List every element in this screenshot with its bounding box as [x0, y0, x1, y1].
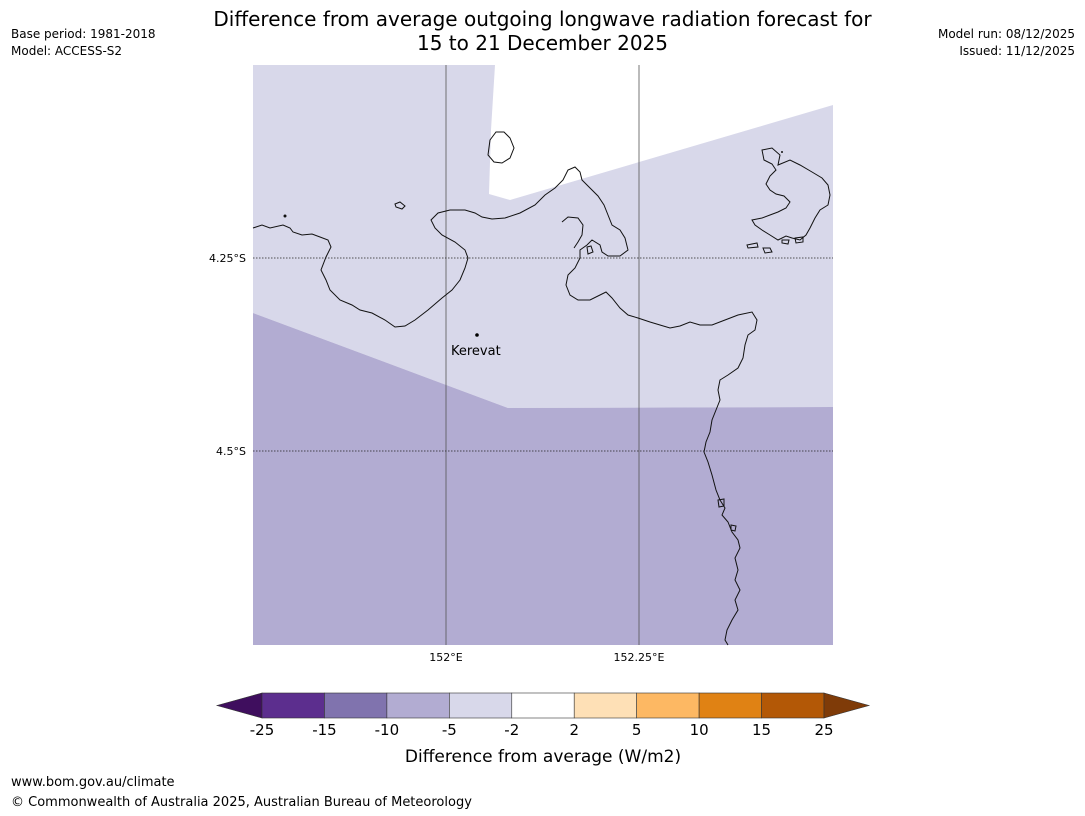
meta-right: Model run: 08/12/2025 Issued: 11/12/2025: [938, 26, 1075, 60]
colorbar-label: Difference from average (W/m2): [405, 747, 681, 767]
coast-islet-east-4: [794, 236, 804, 244]
footer-url[interactable]: www.bom.gov.au/climate: [11, 775, 175, 790]
lat-label-4-25: 4.25°S: [209, 252, 246, 265]
colorbar-segment: [636, 692, 700, 719]
coast-islet-east-2: [762, 247, 773, 254]
coast-islet-small-2: [586, 245, 594, 255]
coast-islet-east-3: [781, 239, 790, 245]
base-period-text: Base period: 1981-2018: [11, 27, 156, 41]
colorbar: -25 -15 -10 -5 -2 2 5 10 15 25: [215, 692, 871, 739]
colorbar-tick-label: -25: [250, 721, 275, 739]
colorbar-segment: [261, 692, 325, 719]
colorbar-tick-label: -5: [442, 721, 457, 739]
colorbar-segment: [761, 692, 825, 719]
coast-islet-east-6: [730, 524, 737, 532]
colorbar-tick-label: 2: [569, 721, 579, 739]
colorbar-tick-label: 5: [632, 721, 642, 739]
meta-left: Base period: 1981-2018 Model: ACCESS-S2: [11, 26, 156, 60]
coast-islet-small-1: [394, 201, 406, 210]
islet-dot-ne: [781, 151, 783, 153]
place-label-kerevat: Kerevat: [451, 344, 501, 359]
colorbar-tick-label: 15: [752, 721, 771, 739]
colorbar-tick-label: -2: [504, 721, 519, 739]
region-lavender: [253, 313, 833, 645]
colorbar-tick-label: 25: [814, 721, 833, 739]
coastline: [252, 131, 831, 646]
colorbar-segment: [449, 692, 513, 719]
coast-islet-east-5: [717, 498, 725, 508]
colorbar-extend-high: [823, 692, 871, 719]
colorbar-segment: [698, 692, 762, 719]
colorbar-segment: [573, 692, 637, 719]
coast-islet-east-1: [746, 242, 759, 249]
region-light-lavender: [253, 65, 833, 408]
issued-text: Issued: 11/12/2025: [959, 44, 1075, 58]
colorbar-tick-label: -10: [375, 721, 400, 739]
chart-title: Difference from average outgoing longwav…: [0, 7, 1085, 55]
lat-label-4-5: 4.5°S: [216, 445, 246, 458]
title-line-1: Difference from average outgoing longwav…: [213, 7, 872, 31]
coast-duke-york: [751, 147, 831, 241]
title-line-2: 15 to 21 December 2025: [416, 31, 668, 55]
lon-label-152: 152°E: [429, 651, 462, 664]
colorbar-tick-label: 10: [690, 721, 709, 739]
footer-copyright: © Commonwealth of Australia 2025, Austra…: [11, 795, 472, 810]
map-panel: Kerevat 4.25°S 4.5°S 152°E 152.25°E: [209, 65, 833, 664]
colorbar-segment: [324, 692, 388, 719]
colorbar-segment: [386, 692, 450, 719]
kerevat-marker: [475, 333, 479, 337]
coast-islet-north: [487, 131, 515, 164]
colorbar-segment: [511, 692, 575, 719]
coast-main: [252, 166, 758, 646]
model-run-text: Model run: 08/12/2025: [937, 27, 1075, 41]
islet-dot-west: [283, 214, 287, 218]
lon-label-152-25: 152.25°E: [614, 651, 665, 664]
coast-inlet: [561, 216, 584, 249]
colorbar-tick-label: -15: [312, 721, 337, 739]
model-text: Model: ACCESS-S2: [11, 44, 123, 58]
colorbar-extend-low: [215, 692, 263, 719]
